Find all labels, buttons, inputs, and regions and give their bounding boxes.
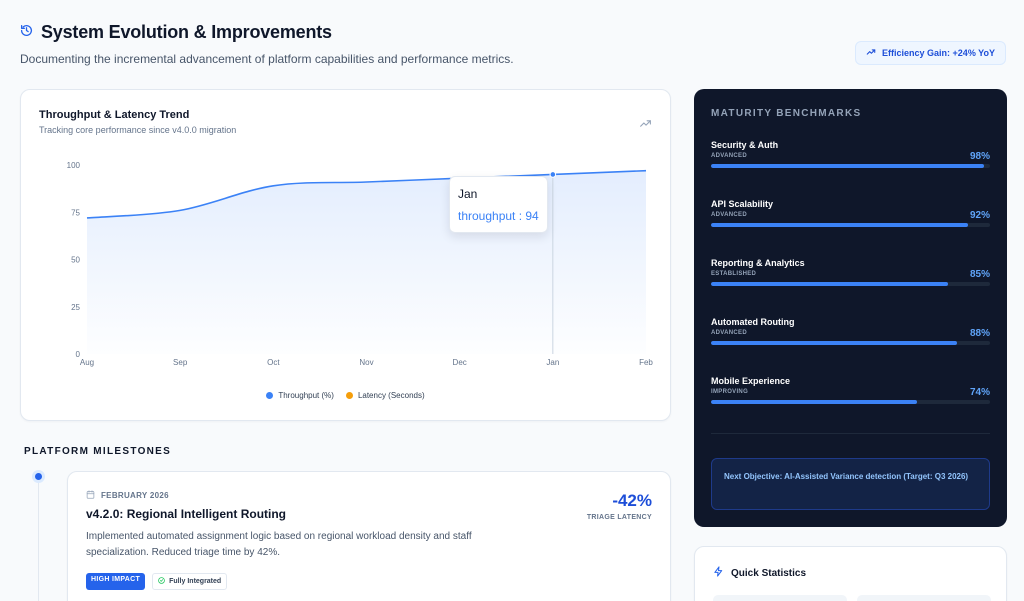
benchmark-percent: 85% (969, 269, 990, 280)
milestone-date: FEBRUARY 2026 (86, 490, 169, 501)
timeline-line (38, 479, 39, 601)
milestone-metric-label: TRIAGE LATENCY (586, 514, 652, 521)
benchmark-name: Reporting & Analytics (711, 258, 805, 268)
throughput-chart-card: 0 25 50 75 100 Aug Sep Oct Nov Dec Jan Feb Throughp… (20, 89, 671, 421)
x-tick-label: Nov (359, 358, 373, 367)
benchmark-item-reporting[interactable]: Reporting & Analytics ESTABLISHED 85% (711, 258, 990, 308)
benchmark-level: ESTABLISHED (711, 271, 757, 277)
benchmarks-divider (711, 433, 990, 434)
chart-legend: Throughput (%) Latency (Seconds) (21, 391, 670, 400)
benchmark-name: Mobile Experience (711, 376, 791, 386)
legend-item-throughput[interactable]: Throughput (%) (266, 391, 334, 400)
benchmark-progress-track (711, 282, 990, 286)
y-tick-label: 100 (67, 161, 81, 170)
x-tick-label: Dec (453, 358, 467, 367)
legend-label: Latency (Seconds) (357, 391, 425, 400)
trending-up-icon[interactable] (639, 117, 652, 130)
milestone-metric: -42% TRIAGE LATENCY (587, 491, 652, 521)
benchmark-item-api[interactable]: API Scalability ADVANCED 92% (711, 199, 990, 249)
benchmark-progress-fill (711, 164, 985, 168)
milestone-card[interactable]: FEBRUARY 2026 v4.2.0: Regional Intellige… (67, 471, 671, 601)
chart-title: Throughput & Latency Trend (39, 109, 190, 121)
page-header: System Evolution & Improvements Document… (20, 22, 1006, 66)
page-title: System Evolution & Improvements (41, 22, 332, 42)
milestones-section-title: PLATFORM MILESTONES (24, 446, 172, 457)
lightning-icon (713, 566, 724, 580)
timeline-dot (35, 473, 42, 480)
benchmark-progress-track (711, 223, 990, 227)
stat-tile (857, 595, 991, 601)
benchmark-name: Security & Auth (711, 140, 779, 150)
milestone-metric-value: -42% (612, 491, 652, 510)
stat-tile (713, 595, 847, 601)
chart-subtitle: Tracking core performance since v4.0.0 m… (39, 125, 237, 135)
y-tick-label: 50 (71, 256, 80, 265)
legend-item-latency[interactable]: Latency (Seconds) (345, 391, 425, 400)
chart-tooltip: Jan throughput : 94 (449, 176, 548, 233)
milestone-description: Implemented automated assignment logic b… (86, 531, 472, 558)
benchmark-level: IMPROVING (711, 389, 749, 395)
benchmark-item-routing[interactable]: Automated Routing ADVANCED 88% (711, 317, 990, 367)
benchmark-level: ADVANCED (711, 153, 747, 159)
next-objective-box: Next Objective: AI-Assisted Variance det… (711, 458, 990, 510)
milestone-tags: HIGH IMPACT Fully Integrated (86, 573, 228, 590)
legend-dot-icon (266, 392, 274, 399)
benchmark-percent: 92% (969, 210, 990, 221)
legend-dot-icon (345, 392, 353, 399)
benchmark-progress-track (711, 400, 990, 404)
benchmark-percent: 88% (969, 328, 990, 339)
quick-statistics-card: Quick Statistics (694, 546, 1007, 601)
status-tag: Fully Integrated (152, 573, 228, 590)
legend-label: Throughput (%) (278, 391, 334, 400)
x-tick-label: Jan (546, 358, 559, 367)
benchmark-progress-fill (711, 282, 949, 286)
benchmark-percent: 74% (969, 387, 990, 398)
x-tick-label: Aug (80, 358, 94, 367)
quick-statistics-title: Quick Statistics (731, 567, 807, 579)
milestone-title: v4.2.0: Regional Intelligent Routing (86, 507, 287, 521)
title-row: System Evolution & Improvements (20, 22, 1006, 43)
trending-up-icon (866, 47, 876, 59)
milestone-date-text: FEBRUARY 2026 (101, 491, 169, 500)
benchmarks-title: MATURITY BENCHMARKS (711, 108, 862, 119)
benchmark-progress-fill (711, 223, 968, 227)
efficiency-badge: Efficiency Gain: +24% YoY (855, 41, 1006, 65)
benchmark-percent: 98% (969, 151, 990, 162)
check-circle-icon (158, 577, 165, 586)
benchmark-name: Automated Routing (711, 317, 795, 327)
y-tick-label: 75 (71, 208, 80, 217)
highlight-point (549, 171, 557, 178)
efficiency-badge-label: Efficiency Gain: +24% YoY (882, 48, 995, 58)
benchmark-level: ADVANCED (711, 330, 747, 336)
benchmark-progress-fill (711, 400, 918, 404)
y-tick-label: 25 (71, 303, 80, 312)
benchmark-name: API Scalability (711, 199, 774, 209)
throughput-area (87, 170, 646, 354)
throughput-chart[interactable]: 0 25 50 75 100 Aug Sep Oct Nov Dec Jan Feb (21, 90, 672, 422)
x-tick-label: Sep (173, 358, 188, 367)
x-tick-label: Feb (639, 358, 653, 367)
benchmark-progress-track (711, 341, 990, 345)
x-tick-label: Oct (267, 358, 280, 367)
benchmark-item-security[interactable]: Security & Auth ADVANCED 98% (711, 140, 990, 190)
tooltip-value: throughput : 94 (458, 209, 539, 223)
benchmark-progress-fill (711, 341, 957, 345)
benchmark-item-mobile[interactable]: Mobile Experience IMPROVING 74% (711, 376, 990, 426)
quick-statistics-header: Quick Statistics (713, 566, 806, 580)
tooltip-label: Jan (458, 187, 478, 201)
impact-tag: HIGH IMPACT (86, 573, 146, 590)
history-icon (20, 24, 33, 42)
benchmark-progress-track (711, 164, 990, 168)
page-subtitle: Documenting the incremental advancement … (20, 52, 514, 66)
status-tag-label: Fully Integrated (169, 578, 222, 585)
calendar-icon (86, 490, 95, 501)
y-tick-label: 0 (76, 350, 81, 359)
benchmark-level: ADVANCED (711, 212, 747, 218)
maturity-benchmarks-panel: MATURITY BENCHMARKS Security & Auth ADVA… (694, 89, 1007, 527)
